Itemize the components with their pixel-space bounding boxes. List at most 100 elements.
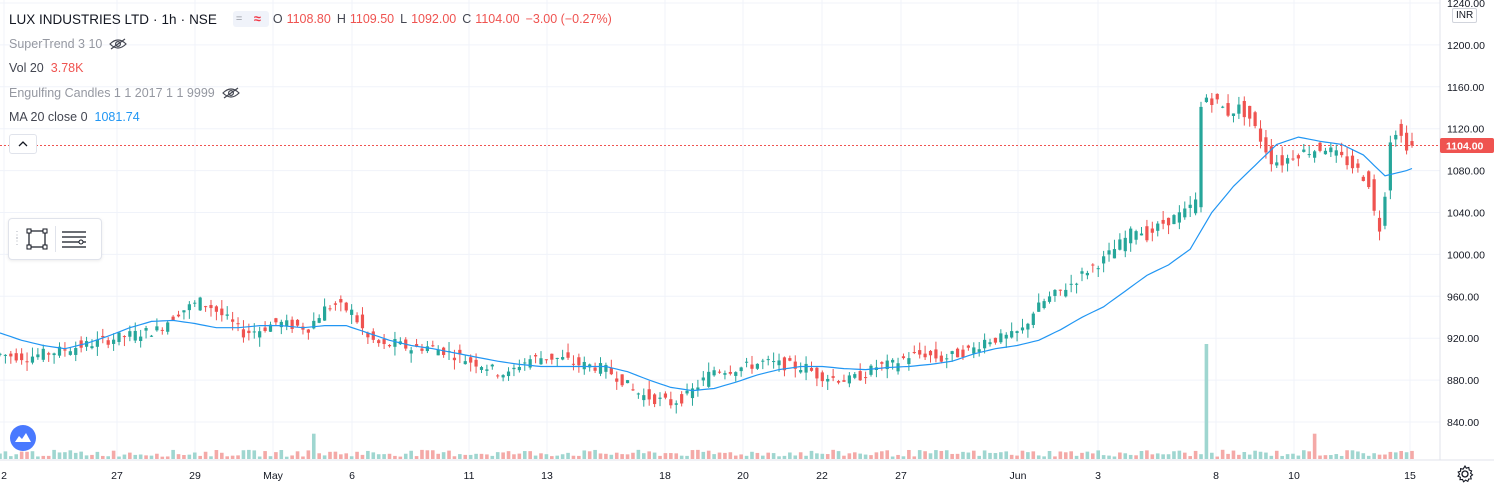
candle-body [263, 327, 267, 331]
volume-bar [111, 450, 116, 459]
volume-bar [403, 453, 408, 459]
candle-body [496, 375, 500, 377]
volume-bar [555, 455, 560, 459]
volume-bar [798, 452, 803, 459]
volume-bar [690, 450, 695, 459]
compare-toggle[interactable]: = ≈ [232, 11, 269, 28]
candle-body [512, 367, 516, 370]
volume-bar [366, 450, 370, 459]
candle-body [1037, 302, 1041, 312]
indicator-engulfing[interactable]: Engulfing Candles 1 1 2017 1 1 9999 [9, 81, 620, 106]
volume-bar [831, 449, 835, 459]
candle-body [658, 397, 662, 399]
lines-tool-button[interactable] [59, 224, 89, 254]
candle-body [133, 330, 137, 341]
collapse-legend-button[interactable] [9, 133, 37, 154]
candle-body [1242, 100, 1246, 118]
volume-bar [3, 451, 8, 459]
volume-bar [641, 453, 646, 459]
candle-body [1307, 154, 1311, 156]
candle-body [1350, 155, 1355, 169]
chart-grid [0, 0, 1440, 460]
volume-bar [430, 450, 435, 459]
volume-bar [263, 451, 267, 459]
tradingview-logo-icon[interactable] [9, 424, 37, 452]
indicator-ma[interactable]: MA 20 close 0 1081.74 [9, 105, 620, 130]
candle-body [420, 348, 424, 351]
candle-body [615, 378, 619, 382]
volume-bar [1080, 452, 1084, 459]
candle-body [1004, 334, 1008, 339]
volume-bar [620, 454, 624, 459]
candle-body [901, 356, 906, 359]
volume-bar [1388, 451, 1393, 459]
candle-body [707, 371, 711, 387]
indicator-volume[interactable]: Vol 20 3.78K [9, 56, 620, 81]
candle-body [171, 316, 175, 321]
candle-body [1080, 271, 1084, 274]
price-tick-label: 1240.00 [1447, 0, 1485, 10]
candle-body [333, 303, 338, 305]
volume-bar [777, 456, 781, 459]
volume-bar [63, 452, 67, 459]
candle-body [842, 380, 846, 382]
candle-body [144, 328, 148, 331]
candle-body [988, 342, 992, 345]
indicator-supertrend[interactable]: SuperTrend 3 10 [9, 32, 620, 57]
volume-bar [917, 450, 922, 459]
high-value: 1109.50 [349, 12, 395, 27]
volume-bar [1166, 454, 1171, 459]
volume-bar [409, 450, 413, 459]
candle-body [1367, 171, 1371, 188]
candlesticks [0, 92, 1414, 414]
candle-body [820, 372, 824, 382]
candle-body [799, 370, 803, 373]
candle-body [393, 339, 397, 347]
volume-bar [901, 456, 906, 459]
price-axis-bg[interactable] [1440, 0, 1494, 460]
time-tick-label: Jun [1010, 470, 1027, 482]
currency-label[interactable]: INR [1452, 8, 1478, 23]
volume-bar [928, 453, 933, 459]
volume-bar [782, 455, 787, 459]
candle-body [945, 358, 949, 360]
candle-body [328, 308, 332, 310]
gear-icon[interactable] [1456, 465, 1474, 483]
candle-body [1404, 132, 1409, 151]
volume-bar [1026, 452, 1030, 459]
candle-body [858, 371, 862, 381]
candle-body [409, 350, 413, 354]
volume-bar [1047, 451, 1052, 459]
candle-body [485, 369, 489, 371]
candle-body [1313, 151, 1317, 158]
volume-bar [663, 453, 668, 459]
eye-off-icon[interactable] [221, 87, 240, 99]
time-tick-label: 2 [1, 470, 7, 482]
price-tick-label: 1040.00 [1447, 208, 1485, 220]
volume-bar [658, 455, 662, 459]
volume-bar [339, 454, 343, 459]
volume-bar [68, 450, 73, 459]
candle-body [1053, 289, 1057, 296]
volume-bar [1069, 451, 1073, 459]
volume-bar [674, 453, 679, 459]
interval-label[interactable]: 1h [161, 11, 177, 27]
volume-bar [966, 452, 971, 459]
volume-bar [420, 449, 424, 459]
volume-bar [1063, 452, 1068, 459]
rectangle-tool-button[interactable] [22, 224, 52, 254]
drag-handle[interactable]: ⋮ ⋮ [12, 230, 22, 247]
volume-bar [825, 454, 830, 459]
candle-body [371, 331, 375, 340]
symbol-name[interactable]: LUX INDUSTRIES LTD [9, 11, 150, 27]
candle-body [598, 363, 603, 374]
candle-body [793, 361, 797, 369]
volume-bar [1134, 455, 1138, 459]
volume-bar [1226, 453, 1230, 459]
candle-body [290, 319, 294, 329]
eye-off-icon[interactable] [109, 38, 128, 50]
time-axis-ticks[interactable]: 2 27 29 May 6 11 13 18 20 22 27 Jun 3 8 10 15 [1, 470, 1416, 482]
volume-bar [717, 452, 722, 459]
volume-bar [474, 453, 478, 459]
